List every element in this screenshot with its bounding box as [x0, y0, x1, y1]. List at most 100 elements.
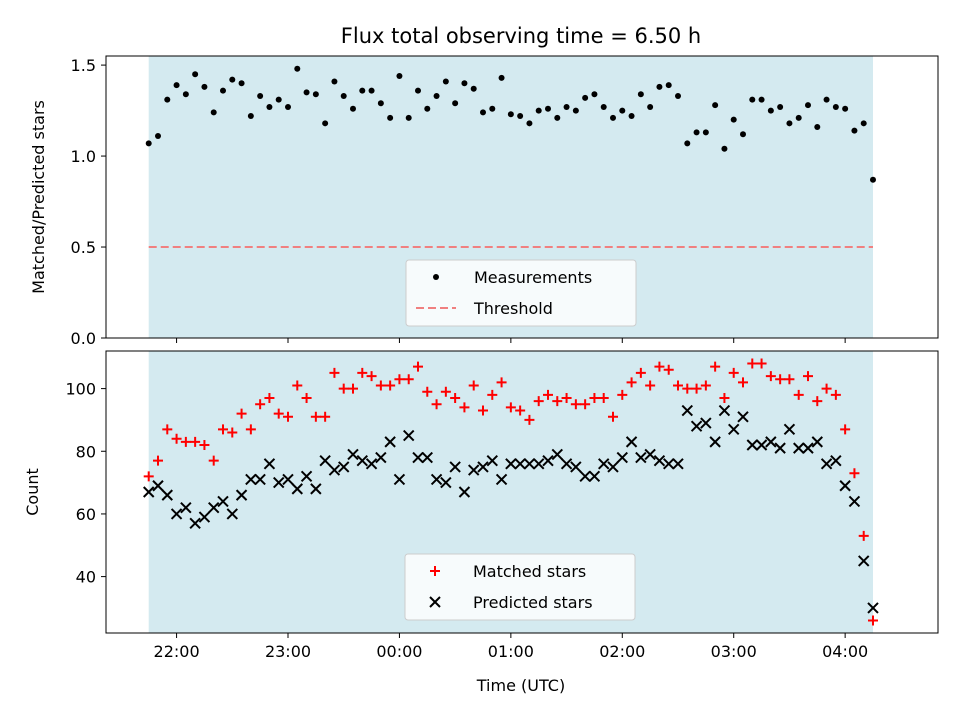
data-point [356, 454, 368, 467]
data-point [867, 602, 879, 614]
data-point [322, 120, 329, 127]
data-point [709, 436, 721, 448]
data-point [312, 91, 319, 98]
legend-marker-measurements [433, 274, 439, 280]
data-point [802, 442, 814, 454]
data-point [478, 405, 488, 416]
data-point [830, 454, 842, 467]
data-point [786, 120, 793, 127]
data-point [755, 439, 768, 451]
data-point [805, 102, 811, 109]
data-point [208, 455, 219, 466]
data-point [449, 461, 461, 473]
data-point [746, 439, 758, 451]
data-point [365, 458, 378, 470]
data-point [359, 87, 366, 94]
data-point [294, 65, 301, 72]
data-point [238, 80, 245, 87]
data-point [589, 393, 600, 403]
data-point [842, 105, 849, 112]
data-point [507, 111, 514, 118]
data-point [645, 380, 656, 391]
data-point [229, 76, 236, 83]
data-point [210, 109, 217, 116]
legend-marker-matched-stars [430, 566, 440, 576]
y-tick-label: 80 [76, 442, 96, 461]
data-point [477, 461, 489, 473]
data-point [552, 396, 563, 407]
data-point [496, 377, 507, 388]
data-point [198, 511, 211, 523]
data-point [375, 380, 386, 391]
data-point [266, 103, 273, 110]
data-point [433, 93, 440, 100]
data-point [675, 93, 681, 100]
data-point [672, 458, 684, 470]
x-tick-label: 04:00 [822, 642, 868, 661]
data-point [190, 436, 201, 447]
data-point [730, 116, 737, 123]
data-point [164, 96, 171, 103]
data-point [403, 429, 415, 442]
series-predicted-stars [143, 404, 879, 614]
data-point [663, 458, 675, 470]
data-point [396, 73, 403, 80]
chart-title: Flux total observing time = 6.50 h [341, 24, 701, 48]
data-point [515, 405, 526, 416]
data-point [747, 358, 758, 369]
data-point [310, 483, 322, 495]
data-point [870, 176, 876, 183]
top-panel: 0.0 0.5 1.0 1.5 Measurements Threshold [71, 55, 939, 348]
data-point [422, 386, 433, 397]
data-point [452, 100, 459, 107]
legend-label: Predicted stars [473, 593, 593, 612]
data-point [495, 473, 508, 486]
data-point [450, 393, 461, 403]
data-point [173, 82, 180, 89]
data-point [691, 383, 702, 394]
data-point [405, 114, 412, 121]
data-point [702, 129, 709, 136]
data-point [275, 96, 282, 103]
data-point [665, 82, 672, 89]
data-point [616, 451, 628, 464]
data-point [580, 399, 591, 410]
data-point [535, 107, 542, 114]
data-point [610, 114, 616, 121]
data-point [431, 399, 442, 410]
data-point [199, 440, 210, 450]
data-point [635, 451, 647, 464]
data-point [663, 364, 674, 375]
data-point [189, 517, 201, 530]
x-tick-label: 23:00 [265, 642, 311, 661]
data-point [637, 91, 644, 98]
data-point [840, 424, 851, 435]
data-point [690, 420, 703, 432]
data-point [858, 530, 869, 541]
data-point [393, 473, 406, 486]
x-tick-label: 22:00 [154, 642, 200, 661]
data-point [498, 74, 505, 81]
data-point [283, 411, 293, 422]
data-point [152, 480, 164, 492]
data-point [300, 470, 313, 483]
data-point [338, 383, 349, 394]
data-point [848, 495, 861, 508]
data-point [628, 113, 635, 120]
data-point [292, 380, 303, 391]
data-point [385, 380, 396, 391]
data-point [737, 411, 749, 423]
data-point [718, 404, 731, 417]
data-point [607, 461, 619, 473]
data-point [264, 393, 275, 403]
y-tick-label: 1.0 [71, 147, 96, 166]
data-point [572, 107, 579, 114]
data-point [533, 458, 545, 470]
data-point [749, 96, 756, 103]
data-point [505, 402, 516, 413]
data-point [255, 399, 266, 410]
data-point [201, 83, 208, 90]
data-point [320, 411, 331, 422]
data-point [413, 361, 423, 372]
data-point [682, 383, 693, 394]
